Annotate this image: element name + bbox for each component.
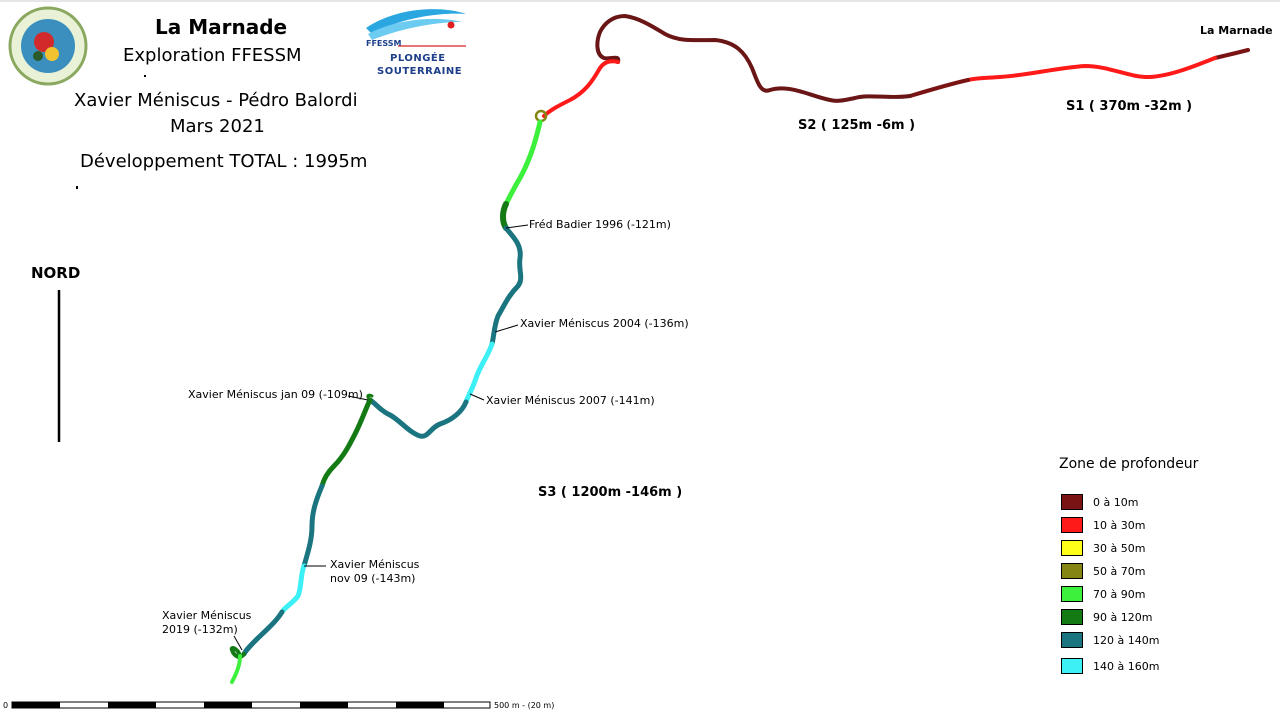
annotation-badier-1996: Fréd Badier 1996 (-121m)	[529, 218, 671, 231]
annotation-meniscus-2007: Xavier Méniscus 2007 (-141m)	[486, 394, 655, 407]
authors: Xavier Méniscus - Pédro Balordi	[74, 90, 358, 111]
annotation-meniscus-2019: Xavier Méniscus 2019 (-132m)	[162, 609, 251, 637]
cave-passage	[229, 14, 1250, 684]
legend-item: 50 à 70m	[1061, 562, 1145, 580]
map-subtitle: Exploration FFESSM	[123, 45, 302, 66]
annotation-meniscus-jan09: Xavier Méniscus jan 09 (-109m)	[188, 388, 363, 401]
legend-swatch	[1061, 658, 1083, 674]
legend-swatch	[1061, 494, 1083, 510]
legend-swatch	[1061, 540, 1083, 556]
ffessm-brand: FFESSM	[366, 39, 402, 48]
date: Mars 2021	[170, 116, 265, 137]
legend-item: 140 à 160m	[1061, 657, 1159, 675]
legend-title: Zone de profondeur	[1059, 456, 1199, 472]
ffessm-logo	[366, 9, 466, 47]
sump-s2-label: S2 ( 125m -6m )	[798, 118, 916, 133]
legend-label: 140 à 160m	[1093, 659, 1160, 673]
legend-item: 30 à 50m	[1061, 539, 1145, 557]
map-title: La Marnade	[155, 15, 288, 39]
club-logo	[8, 6, 88, 86]
sump-s1-label: S1 ( 370m -32m )	[1066, 99, 1193, 114]
annotation-leaders	[233, 224, 529, 651]
annotation-2019-line2: 2019 (-132m)	[162, 623, 238, 636]
legend-label: 90 à 120m	[1093, 610, 1153, 624]
ffessm-line2: SOUTERRAINE	[377, 66, 463, 77]
legend-swatch	[1061, 632, 1083, 648]
legend-label: 50 à 70m	[1093, 564, 1146, 578]
legend-label: 10 à 30m	[1093, 518, 1146, 532]
annotation-nov09-line1: Xavier Méniscus	[330, 558, 420, 571]
legend-label: 30 à 50m	[1093, 541, 1146, 555]
annotation-2019-line1: Xavier Méniscus	[162, 609, 252, 622]
legend-label: 0 à 10m	[1093, 495, 1139, 509]
legend-swatch	[1061, 609, 1083, 625]
scale-bar	[11, 701, 491, 709]
total-length: Développement TOTAL : 1995m	[80, 151, 368, 172]
north-label: NORD	[31, 264, 81, 282]
legend-swatch	[1061, 517, 1083, 533]
legend-swatch	[1061, 586, 1083, 602]
scale-end-label: 500 m - (20 m)	[494, 701, 555, 710]
legend-item: 0 à 10m	[1061, 493, 1138, 511]
sump-s3-label: S3 ( 1200m -146m )	[538, 485, 683, 500]
entrance-label: La Marnade	[1200, 24, 1273, 37]
legend-item: 120 à 140m	[1061, 631, 1159, 649]
legend-label: 120 à 140m	[1093, 633, 1160, 647]
annotation-meniscus-nov09: Xavier Méniscus nov 09 (-143m)	[330, 558, 419, 586]
annotation-meniscus-2004: Xavier Méniscus 2004 (-136m)	[520, 317, 689, 330]
legend-item: 90 à 120m	[1061, 608, 1152, 626]
legend-swatch	[1061, 563, 1083, 579]
scale-start-label: 0	[3, 701, 9, 710]
legend-item: 10 à 30m	[1061, 516, 1145, 534]
legend-item: 70 à 90m	[1061, 585, 1145, 603]
annotation-nov09-line2: nov 09 (-143m)	[330, 572, 416, 585]
legend-label: 70 à 90m	[1093, 587, 1146, 601]
ffessm-line1: PLONGÉE	[390, 53, 446, 64]
